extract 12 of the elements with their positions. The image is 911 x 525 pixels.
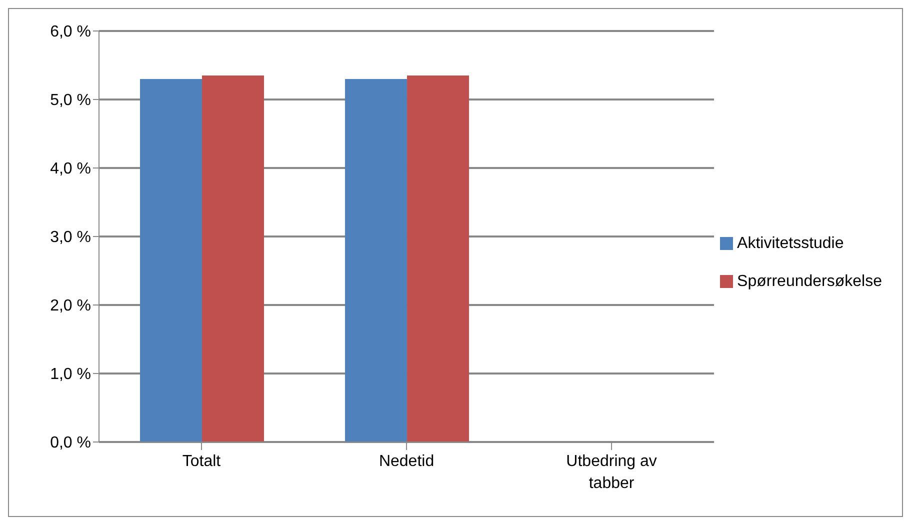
y-tick-label: 3,0 %: [50, 229, 91, 246]
y-tick-label: 5,0 %: [50, 92, 91, 110]
x-tick-label: Utbedring av tabber: [566, 453, 657, 492]
y-tick-label: 1,0 %: [50, 366, 91, 384]
x-tick-label: Nedetid: [378, 453, 434, 470]
x-tick-label: Totalt: [182, 453, 222, 470]
legend-label: Aktivitetsstudie: [737, 234, 844, 252]
y-tick-label: 2,0 %: [50, 298, 91, 315]
y-tick-label: 0,0 %: [50, 434, 91, 452]
y-tick-label: 4,0 %: [50, 160, 91, 178]
y-tick-label: 6,0 %: [50, 24, 91, 41]
legend-label: Spørreundersøkelse: [737, 272, 882, 290]
